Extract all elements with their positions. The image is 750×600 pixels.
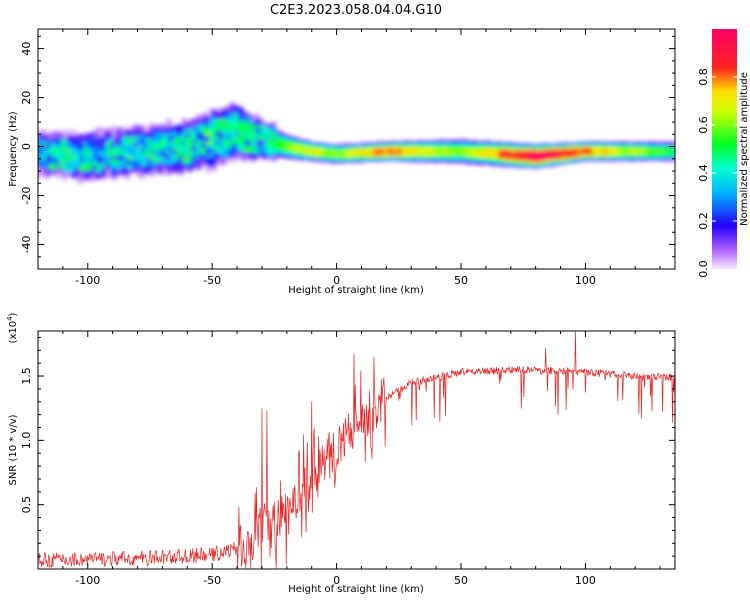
colorbar-bar (712, 29, 737, 269)
x-tick-label: 0 (333, 274, 340, 287)
colorbar-ticks: 0.0 0.2 0.4 0.6 0.8 (697, 68, 737, 278)
y-tick-label: 1.5 (20, 367, 33, 385)
x-tick-label: 100 (575, 574, 596, 587)
y-tick-label: 20 (20, 91, 33, 105)
colorbar-tick-label: 0.0 (697, 260, 710, 278)
spectrogram-xlabel: Height of straight line (km) (288, 285, 424, 296)
colorbar-tick-label: 0.6 (697, 116, 710, 134)
x-tick-label: 100 (575, 274, 596, 287)
spectrogram-frame (37, 28, 676, 270)
y-tick-label: 0 (20, 143, 33, 150)
y-tick-label: -40 (20, 236, 33, 254)
snr-series-line (38, 331, 675, 569)
snr-xlabel: Height of straight line (km) (288, 584, 424, 595)
spectrogram-ticks: -100 -50 0 50 100 40 20 0 -20 -40 (20, 29, 675, 287)
y-tick-label: 1.0 (20, 432, 33, 450)
heatmap-area (38, 102, 675, 184)
snr-ticks: -100 -50 0 50 100 0.5 1.0 1.5 (20, 331, 675, 587)
y-tick-label: 0.5 (20, 496, 33, 513)
y-tick-label: 40 (20, 42, 33, 56)
y-tick-label: -20 (20, 187, 33, 205)
x-tick-label: 0 (333, 574, 340, 587)
x-tick-label: -100 (75, 274, 100, 287)
colorbar: 0.0 0.2 0.4 0.6 0.8 Normalized spectral ampl… (697, 29, 750, 278)
snr-frame (37, 330, 676, 570)
colorbar-tick-label: 0.8 (697, 68, 710, 86)
colorbar-tick-label: 0.4 (697, 164, 710, 182)
x-tick-label: -100 (75, 574, 100, 587)
x-tick-label: 50 (454, 274, 468, 287)
colorbar-tick-label: 0.2 (697, 212, 710, 230)
x-tick-label: -50 (203, 574, 221, 587)
snr-ylabel: SNR (10 * v/v) (8, 414, 19, 485)
colorbar-label: Normalized spectral amplitude (739, 72, 750, 226)
x-tick-label: 50 (454, 574, 468, 587)
spectrogram-panel: -100 -50 0 50 100 40 20 0 -20 -40 Height of strai… (8, 28, 676, 296)
x-tick-label: -50 (203, 274, 221, 287)
snr-panel: -100 -50 0 50 100 0.5 1.0 1.5 Height of straigh… (6, 312, 676, 595)
spectrogram-ylabel: Frequency (Hz) (8, 111, 19, 187)
snr-multiplier: (x104) (6, 312, 19, 343)
chart-title: C2E3.2023.058.04.04.G10 (270, 3, 442, 18)
